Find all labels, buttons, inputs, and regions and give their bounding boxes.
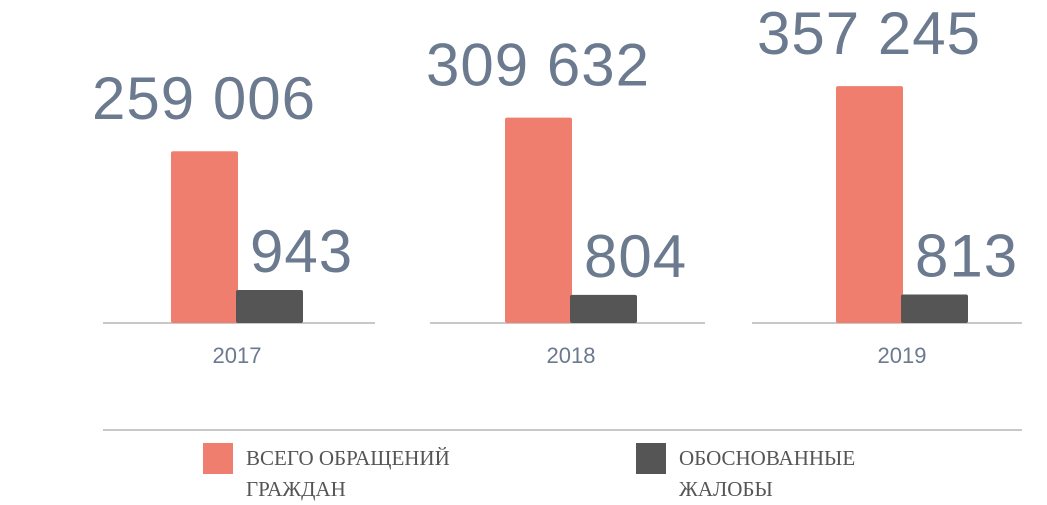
legend-label: ВСЕГО ОБРАЩЕНИЙ ГРАЖДАН [246, 446, 450, 501]
bar [236, 289, 303, 323]
x-tick-label: 2017 [213, 343, 262, 368]
value-label: 357 245 [757, 0, 981, 67]
bar [505, 117, 572, 323]
legend-item: ВСЕГО ОБРАЩЕНИЙ ГРАЖДАН [203, 443, 516, 505]
value-label: 309 632 [426, 32, 650, 99]
value-label: 813 [915, 223, 1018, 290]
bar [171, 151, 238, 323]
value-label: 943 [250, 218, 353, 285]
x-tick-label: 2018 [547, 343, 596, 368]
value-label: 804 [584, 223, 687, 290]
bar [901, 294, 968, 323]
value-label: 259 006 [92, 65, 316, 132]
legend-item: ОБОСНОВАННЫЕ ЖАЛОБЫ [636, 443, 919, 505]
bar [570, 294, 637, 323]
legend-swatch [636, 443, 666, 474]
x-tick-label: 2019 [878, 343, 927, 368]
legend-label: ОБОСНОВАННЫЕ ЖАЛОБЫ [679, 446, 856, 501]
bar [836, 86, 903, 324]
legend-swatch [203, 443, 233, 474]
